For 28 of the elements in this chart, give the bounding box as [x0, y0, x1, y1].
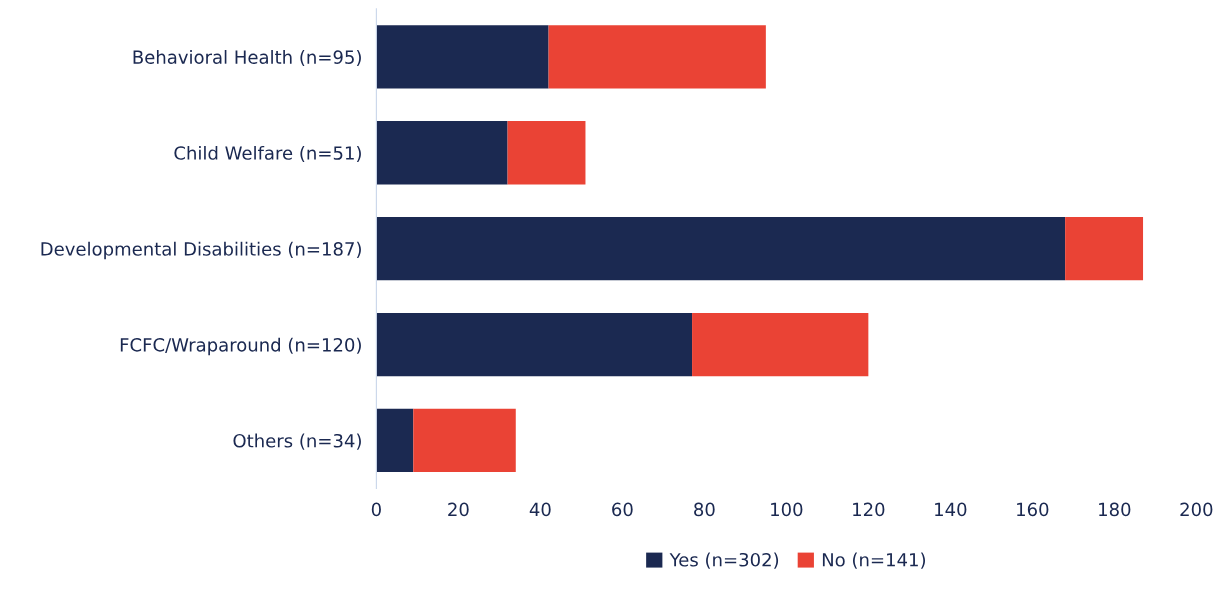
- x-tick-label: 0: [371, 502, 381, 517]
- y-tick-label: FCFC/Wraparound (n=120): [120, 337, 361, 356]
- x-tick-label: 40: [529, 502, 551, 517]
- y-tick-label: Child Welfare (n=51): [174, 145, 361, 162]
- bar: [1065, 216, 1144, 281]
- x-tick-label: 20: [448, 502, 469, 517]
- y-tick-label: Others (n=34): [233, 433, 361, 450]
- bar: [376, 216, 1066, 281]
- x-tick-label: 120: [853, 502, 885, 517]
- bar: [376, 312, 693, 377]
- legend-label: Yes (n=302): [669, 552, 779, 569]
- bar: [376, 121, 508, 185]
- legend-label: No (n=141): [822, 552, 926, 569]
- x-tick-label: 200: [1180, 502, 1213, 517]
- bar: [507, 121, 586, 185]
- x-tick-label: 100: [771, 502, 803, 517]
- bar: [692, 312, 869, 377]
- x-tick-label: 60: [612, 502, 633, 517]
- x-tick-label: 80: [694, 502, 715, 517]
- bar: [548, 25, 766, 89]
- bar: [376, 25, 549, 89]
- x-tick-label: 180: [1099, 502, 1131, 517]
- y-tick-label: Behavioral Health (n=95): [133, 49, 361, 67]
- bar: [376, 408, 414, 473]
- bar: [413, 408, 516, 473]
- x-tick-label: 160: [1017, 502, 1049, 517]
- y-tick-label: Developmental Disabilities (n=187): [41, 241, 361, 260]
- x-tick-label: 140: [935, 502, 967, 517]
